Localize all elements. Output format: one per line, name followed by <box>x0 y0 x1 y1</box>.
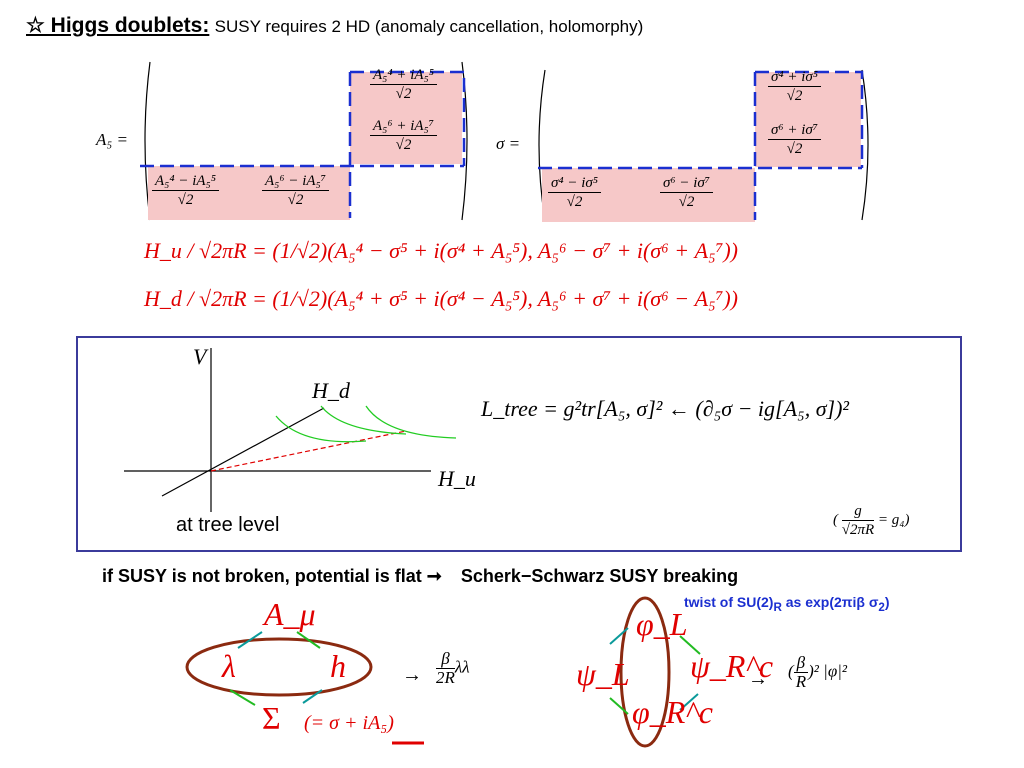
coupling-relation: ( g √2πR = g₄) <box>833 503 910 538</box>
sigma-ll-2: σ⁶ − iσ⁷ √2 <box>660 174 714 211</box>
a5-ll-1: A₅⁴ − iA₅⁵ √2 <box>152 172 219 209</box>
hd-axis <box>161 407 325 497</box>
sigma-upper-block <box>755 72 861 167</box>
label-sigma-sum: Σ <box>262 700 281 736</box>
sigma-right-bracket <box>861 69 869 221</box>
label-a-mu: A_μ <box>264 596 316 632</box>
flat-potential-line: if SUSY is not broken, potential is flat… <box>102 566 739 586</box>
susy-diagrams <box>185 596 701 748</box>
sigma-ur-1: σ⁴ + iσ⁵ √2 <box>768 68 822 105</box>
label-lambda: λ <box>222 648 236 684</box>
slide-title: ☆ Higgs doublets: SUSY requires 2 HD (an… <box>26 13 643 38</box>
axis-hd-label: H_d <box>312 378 350 403</box>
potential-curve-1 <box>275 415 367 443</box>
sigma-ll-1: σ⁴ − iσ⁵ √2 <box>548 174 602 211</box>
sigma-ur-2: σ⁶ + iσ⁷ √2 <box>768 121 822 158</box>
potential-curve-2 <box>320 405 407 435</box>
label-psi-r: ψ_R^c <box>690 648 774 684</box>
label-psi-l: ψ_L <box>576 656 630 692</box>
arrow-psir-phir <box>679 693 699 711</box>
arrow-lambda-sigma <box>229 689 256 706</box>
a5-left-bracket <box>144 61 151 221</box>
tree-level-caption: at tree level <box>176 514 280 536</box>
a5-lhs: A₅ = <box>96 130 129 149</box>
title-rest: SUSY requires 2 HD (anomaly cancellation… <box>214 17 644 36</box>
arrow-right-icon: ➞ <box>426 566 442 586</box>
a5-ur-1: A₅⁴ + iA₅⁵ √2 <box>370 66 437 103</box>
arrow-phil-psir <box>679 635 701 655</box>
arrow-a-lambda <box>237 631 263 649</box>
label-phi-l: φ_L <box>636 606 688 642</box>
arrow-psil-phir <box>609 697 629 715</box>
arrow-h-sigma <box>302 689 323 704</box>
a5-ur-2: A₅⁶ + iA₅⁷ √2 <box>370 117 437 154</box>
sigma-dashed-upper <box>753 70 864 220</box>
right-loop <box>619 596 671 748</box>
a5-dashed-upper <box>348 70 466 218</box>
lagrangian-tree: L_tree = g²tr[A₅, σ]² ← (∂₅σ − ig[A₅, σ]… <box>481 396 850 421</box>
label-sigma-def: (= σ + iA₅) <box>304 712 394 734</box>
left-result: β 2R λλ <box>436 649 470 687</box>
eq-hd: H_d / √2πR = (1/√2)(A₅⁴ + σ⁵ + i(σ⁴ − A₅… <box>144 286 739 311</box>
a5-ll-2: A₅⁶ − iA₅⁷ √2 <box>262 172 329 209</box>
flat-direction <box>210 430 407 472</box>
eq-hu: H_u / √2πR = (1/√2)(A₅⁴ − σ⁵ + i(σ⁴ + A₅… <box>144 238 739 263</box>
sigma-lhs: σ = <box>496 134 521 153</box>
axis-hu-label: H_u <box>438 466 476 491</box>
matrix-graphics <box>140 61 869 222</box>
axis-v-label: V <box>193 344 207 369</box>
label-h: h <box>330 648 346 684</box>
arrow-a-h <box>296 631 321 649</box>
right-arrow: → <box>748 668 768 690</box>
left-arrow: → <box>402 664 422 686</box>
arrow-phil-psil <box>609 627 629 645</box>
left-loop <box>185 637 373 697</box>
a5-lower-block <box>148 166 350 220</box>
sigma-lower-block <box>542 168 755 222</box>
potential-curve-3 <box>365 405 457 439</box>
potential-box <box>76 336 962 552</box>
title-lead: ☆ Higgs doublets: <box>26 14 210 37</box>
label-phi-r: φ_R^c <box>632 694 713 730</box>
potential-plot <box>124 348 457 512</box>
right-result: (β R)² |φ|² <box>788 653 847 691</box>
twist-note: twist of SU(2)R as exp(2πiβ σ2) <box>684 594 890 614</box>
a5-upper-block <box>350 72 462 164</box>
